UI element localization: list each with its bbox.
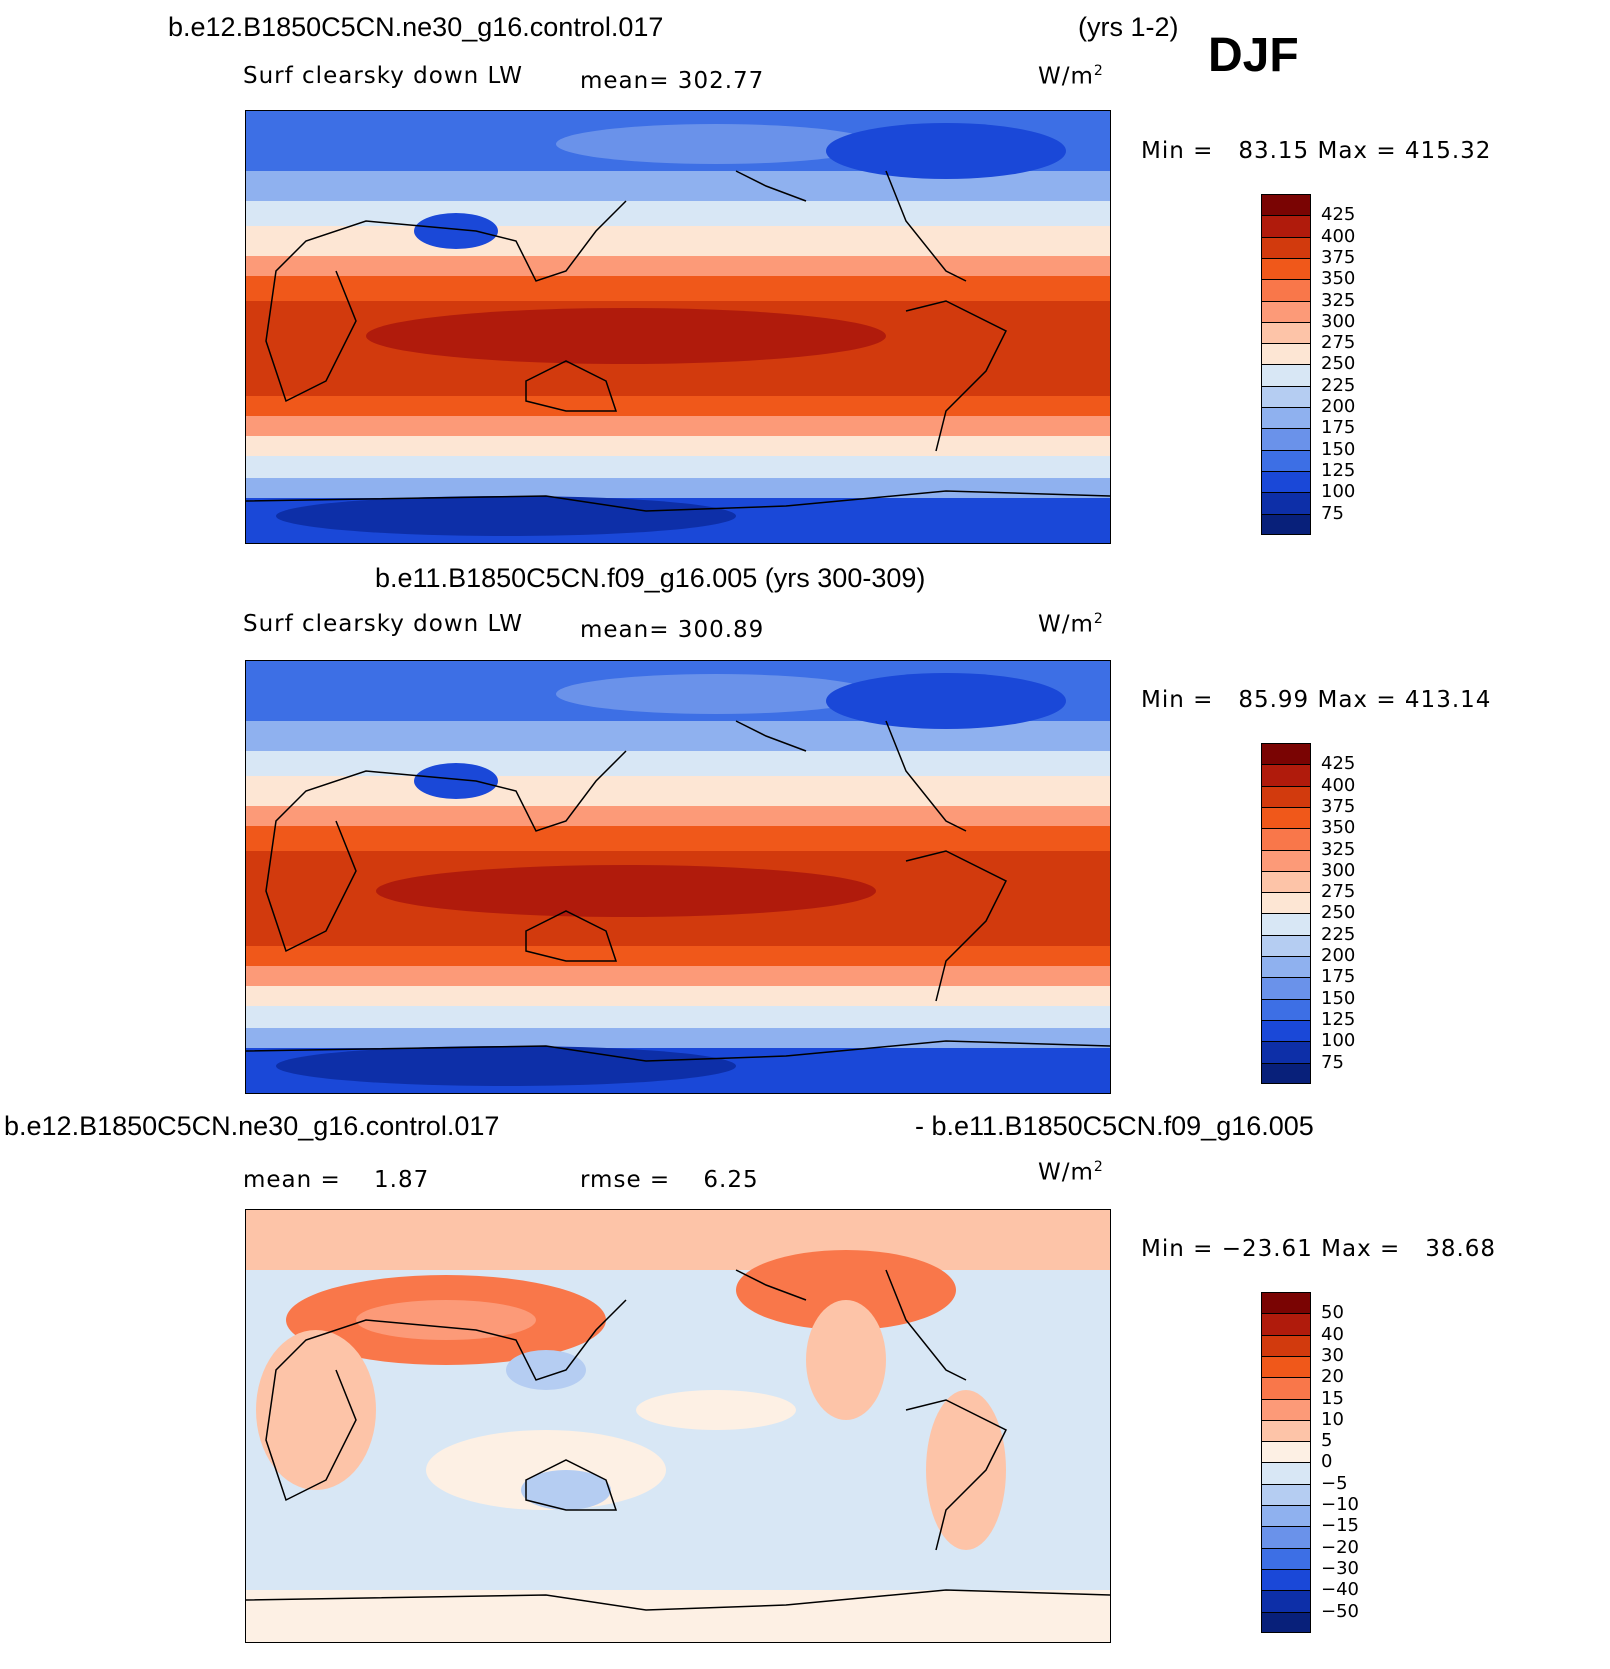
panel2-colorbar: 425 400 375 350 325 300 275 250 225 200 175 150 125 1… bbox=[1261, 743, 1381, 1085]
colorbar-label: 40 bbox=[1321, 1323, 1344, 1345]
colorbar-label: 5 bbox=[1321, 1430, 1333, 1452]
colorbar-label: 15 bbox=[1321, 1387, 1344, 1409]
colorbar-label: 250 bbox=[1321, 353, 1356, 375]
panel2-map bbox=[245, 660, 1111, 1094]
colorbar-label: 100 bbox=[1321, 1030, 1356, 1052]
panel3-units: W/m2 bbox=[1038, 1159, 1104, 1186]
colorbar-label: 200 bbox=[1321, 945, 1356, 966]
colorbar-label: 400 bbox=[1321, 774, 1356, 796]
colorbar-label: −10 bbox=[1321, 1494, 1359, 1515]
panel3-colorbar: 50 40 30 20 15 10 5 0 −5 −10 −15 −20 −30 −40 −50 bbox=[1261, 1292, 1381, 1634]
panel2-units: W/m2 bbox=[1038, 611, 1104, 638]
colorbar-frame bbox=[1261, 1292, 1311, 1633]
colorbar-label: 20 bbox=[1321, 1366, 1344, 1388]
colorbar-label: 75 bbox=[1321, 1051, 1344, 1073]
colorbar-label: 325 bbox=[1321, 838, 1356, 860]
colorbar-label: 75 bbox=[1321, 502, 1344, 524]
colorbar-label: 175 bbox=[1321, 966, 1356, 988]
colorbar-label: 350 bbox=[1321, 268, 1356, 290]
colorbar-label: 125 bbox=[1321, 459, 1356, 481]
colorbar-label: 375 bbox=[1321, 246, 1356, 268]
colorbar-label: 425 bbox=[1321, 204, 1356, 226]
panel3-map bbox=[245, 1209, 1111, 1643]
panel1-variable: Surf clearsky down LW bbox=[243, 63, 523, 89]
panel1-map bbox=[245, 110, 1111, 544]
colorbar-label: −15 bbox=[1321, 1515, 1359, 1537]
colorbar-label: −40 bbox=[1321, 1579, 1359, 1601]
colorbar-label: 350 bbox=[1321, 817, 1356, 839]
case-title: b.e12.B1850C5CN.ne30_g16.control.017 bbox=[168, 12, 664, 42]
colorbar-label: −20 bbox=[1321, 1536, 1359, 1558]
panel2-mean: mean= 300.89 bbox=[580, 617, 765, 643]
colorbar-label: 175 bbox=[1321, 417, 1356, 439]
panel3-mean: mean = 1.87 bbox=[243, 1167, 430, 1193]
colorbar-label: 200 bbox=[1321, 396, 1356, 417]
colorbar-label: 225 bbox=[1321, 923, 1356, 945]
colorbar-label: 275 bbox=[1321, 332, 1356, 354]
colorbar-label: 10 bbox=[1321, 1408, 1344, 1430]
colorbar-frame bbox=[1261, 743, 1311, 1084]
colorbar-label: 225 bbox=[1321, 374, 1356, 396]
panel2-variable: Surf clearsky down LW bbox=[243, 611, 523, 637]
colorbar-label: 275 bbox=[1321, 881, 1356, 903]
panel1-field bbox=[246, 111, 1110, 543]
colorbar-label: −30 bbox=[1321, 1557, 1359, 1579]
colorbar-label: 250 bbox=[1321, 902, 1356, 924]
colorbar-label: 50 bbox=[1321, 1302, 1344, 1324]
colorbar-label: 125 bbox=[1321, 1008, 1356, 1030]
colorbar-label: 0 bbox=[1321, 1451, 1333, 1473]
colorbar-label: 300 bbox=[1321, 310, 1356, 332]
panel1-colorbar: 425 400 375 350 325 300 275 250 225 200 175 150 125 1… bbox=[1261, 194, 1381, 536]
panel2-field bbox=[246, 661, 1110, 1093]
colorbar-label: 400 bbox=[1321, 225, 1356, 247]
colorbar-label: 30 bbox=[1321, 1344, 1344, 1366]
panel2-minmax: Min = 85.99 Max = 413.14 bbox=[1141, 687, 1492, 713]
years-label: (yrs 1-2) bbox=[1078, 12, 1179, 42]
panel3-field bbox=[246, 1210, 1110, 1642]
panel2-title: b.e11.B1850C5CN.f09_g16.005 (yrs 300-309… bbox=[375, 563, 926, 593]
panel1-minmax: Min = 83.15 Max = 415.32 bbox=[1141, 138, 1492, 164]
panel3-title-right: - b.e11.B1850C5CN.f09_g16.005 bbox=[915, 1111, 1314, 1141]
panel3-title-left: b.e12.B1850C5CN.ne30_g16.control.017 bbox=[4, 1111, 500, 1141]
colorbar-label: −50 bbox=[1321, 1600, 1359, 1622]
colorbar-label: 425 bbox=[1321, 753, 1356, 775]
colorbar-label: 375 bbox=[1321, 795, 1356, 817]
colorbar-label: −5 bbox=[1321, 1472, 1348, 1494]
colorbar-label: 150 bbox=[1321, 987, 1356, 1009]
panel3-rmse: rmse = 6.25 bbox=[580, 1167, 759, 1193]
colorbar-label: 325 bbox=[1321, 289, 1356, 311]
panel1-units: W/m2 bbox=[1038, 63, 1104, 90]
colorbar-frame bbox=[1261, 194, 1311, 535]
season-label: DJF bbox=[1208, 29, 1299, 82]
colorbar-label: 300 bbox=[1321, 859, 1356, 881]
panel3-minmax: Min = −23.61 Max = 38.68 bbox=[1141, 1236, 1497, 1262]
colorbar-label: 150 bbox=[1321, 438, 1356, 460]
panel1-mean: mean= 302.77 bbox=[580, 68, 765, 94]
colorbar-label: 100 bbox=[1321, 481, 1356, 503]
